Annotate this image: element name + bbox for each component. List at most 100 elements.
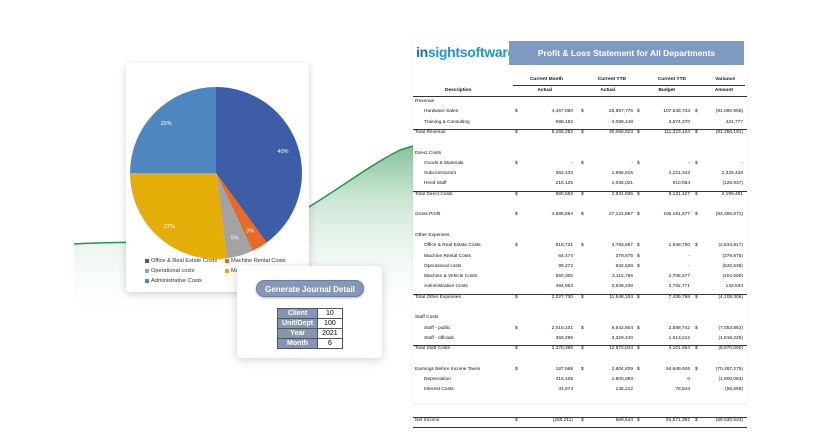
currency-sign: $ [637,418,640,424]
cell-value: 494,963 [555,284,573,290]
currency-sign: $ [581,325,584,331]
pie-slice [216,173,253,259]
param-value[interactable]: 2021 [317,328,343,339]
table-row: Subcontractors 362,433 1,895,915 4,221,343 2… [413,171,747,179]
row-description: Operational costs [424,263,462,269]
row-description: Earnings Before Income Taxes [415,366,481,372]
table-row: Machine Rental Costs 64,474 379,875 $ - (379,… [413,254,747,262]
cell-value: 0 [687,377,690,383]
cell-value: (1,900,083) [718,377,743,383]
journal-params-table: Client 10 Unit/Dept 100 Year 2021 Month 6 [276,308,343,349]
column-header: Actual [600,88,615,93]
cell-value: 218,125 [555,181,573,187]
cell-value: 94,649,926 [665,366,690,372]
cell-value: - [688,263,690,269]
table-row: Unit/Dept 100 [276,318,343,329]
cell-value: 3,112,786 [612,274,633,280]
currency-sign: $ [515,109,518,115]
table-row: Net Income $ (259,211) $569,544 $94,571,382 $… [413,418,747,426]
row-description: Administrative Costs [424,284,468,290]
row-description: Training & Consulting [424,119,470,125]
cell-value: 910,084 [672,181,690,187]
table-row [413,305,747,313]
legend-item: Mad [225,268,242,274]
divider [413,190,747,192]
table-row: Administrative Costs 494,963 2,639,238 2,78… [413,284,747,292]
cell-value: 2,639,238 [611,284,633,290]
cell-value: (81,266,181) [715,129,743,135]
currency-sign: $ [637,366,640,372]
cell-value: 2,604,839 [611,366,633,372]
legend-item: Administrative Costs [145,278,202,284]
pie-slice-label: 3% [246,229,254,235]
cell-value: 2,199,491 [721,191,743,197]
currency-sign: $ [515,418,518,424]
table-row: Staff Costs [413,315,747,323]
pie-slice-label: 25% [161,121,172,127]
generate-journal-detail-button[interactable]: Generate Journal Detail [256,280,364,297]
legend-item: Office & Real Estate Costs [145,258,217,264]
row-description: Total Revenue [415,129,446,135]
cell-value: 424,777 [725,119,743,125]
cell-value: (83,465,671) [715,212,743,218]
cell-value: 2,708,277 [668,274,690,280]
currency-sign: $ [637,191,640,197]
cell-value: 2,010,101 [551,325,573,331]
row-description: Staff - officials [424,335,454,341]
cell-value: 106,191,677 [663,212,690,218]
legend-swatch [225,269,229,273]
legend-item: Machine Rental Costs [225,258,286,264]
currency-sign: $ [581,109,584,115]
column-header: Current Month [529,77,563,82]
row-description: Staff Costs [415,315,439,321]
currency-sign: $ [581,418,584,424]
pie-chart-card: 40% 3% 5% 27% 25% [126,63,309,292]
cell-value: 1,948,750 [668,243,690,249]
column-header: Current YTD [657,77,686,82]
cell-value: 4,101,954 [668,346,690,352]
divider [513,85,745,86]
currency-sign: $ [695,243,698,249]
cell-value: (379,875) [722,253,743,259]
cell-value: - [688,160,690,166]
cell-value: 580,558 [555,191,573,197]
row-description: Revenue [415,99,435,104]
cell-value: 11,548,104 [609,294,633,300]
row-description: Office & Real Estate Costs [424,243,481,249]
row-description: Total Staff Costs [415,346,450,352]
table-row [413,202,747,210]
row-description: Machine & Vehicle Costs [424,274,478,280]
pie-chart: 40% 3% 5% 27% 25% [130,87,302,259]
currency-sign: $ [637,160,640,166]
currency-sign: $ [515,212,518,218]
currency-sign: $ [695,366,698,372]
pie-slice-label: 27% [164,224,175,230]
param-value[interactable]: 10 [317,308,343,319]
cell-value: 135,212 [615,387,633,393]
legend-item: Operational costs [145,268,195,274]
row-description: Hired Staff [424,181,447,187]
cell-value: (4,108,306) [718,294,743,300]
row-description: Machine Rental Costs [424,253,471,259]
divider [413,417,747,419]
currency-sign: $ [637,253,640,259]
currency-sign: $ [695,294,698,300]
cell-value: - [741,160,743,166]
currency-sign: $ [695,418,698,424]
param-value[interactable]: 6 [317,338,343,349]
cell-value: 2,588,742 [668,325,690,331]
currency-sign: $ [581,366,584,372]
param-value[interactable]: 100 [317,318,343,329]
legend-label: Administrative Costs [151,278,202,284]
cell-value: (259,211) [552,418,573,424]
column-header: Current YTD [597,77,626,82]
divider [413,345,747,347]
divider [413,293,747,295]
currency-sign: $ [515,346,518,352]
cell-value: 1,900,083 [611,377,633,383]
cell-value: (8,870,090) [718,346,743,352]
row-description: Interest Costs [424,387,454,393]
legend-swatch [145,269,149,273]
column-header: Budget [658,88,675,93]
currency-sign: $ [637,346,640,352]
